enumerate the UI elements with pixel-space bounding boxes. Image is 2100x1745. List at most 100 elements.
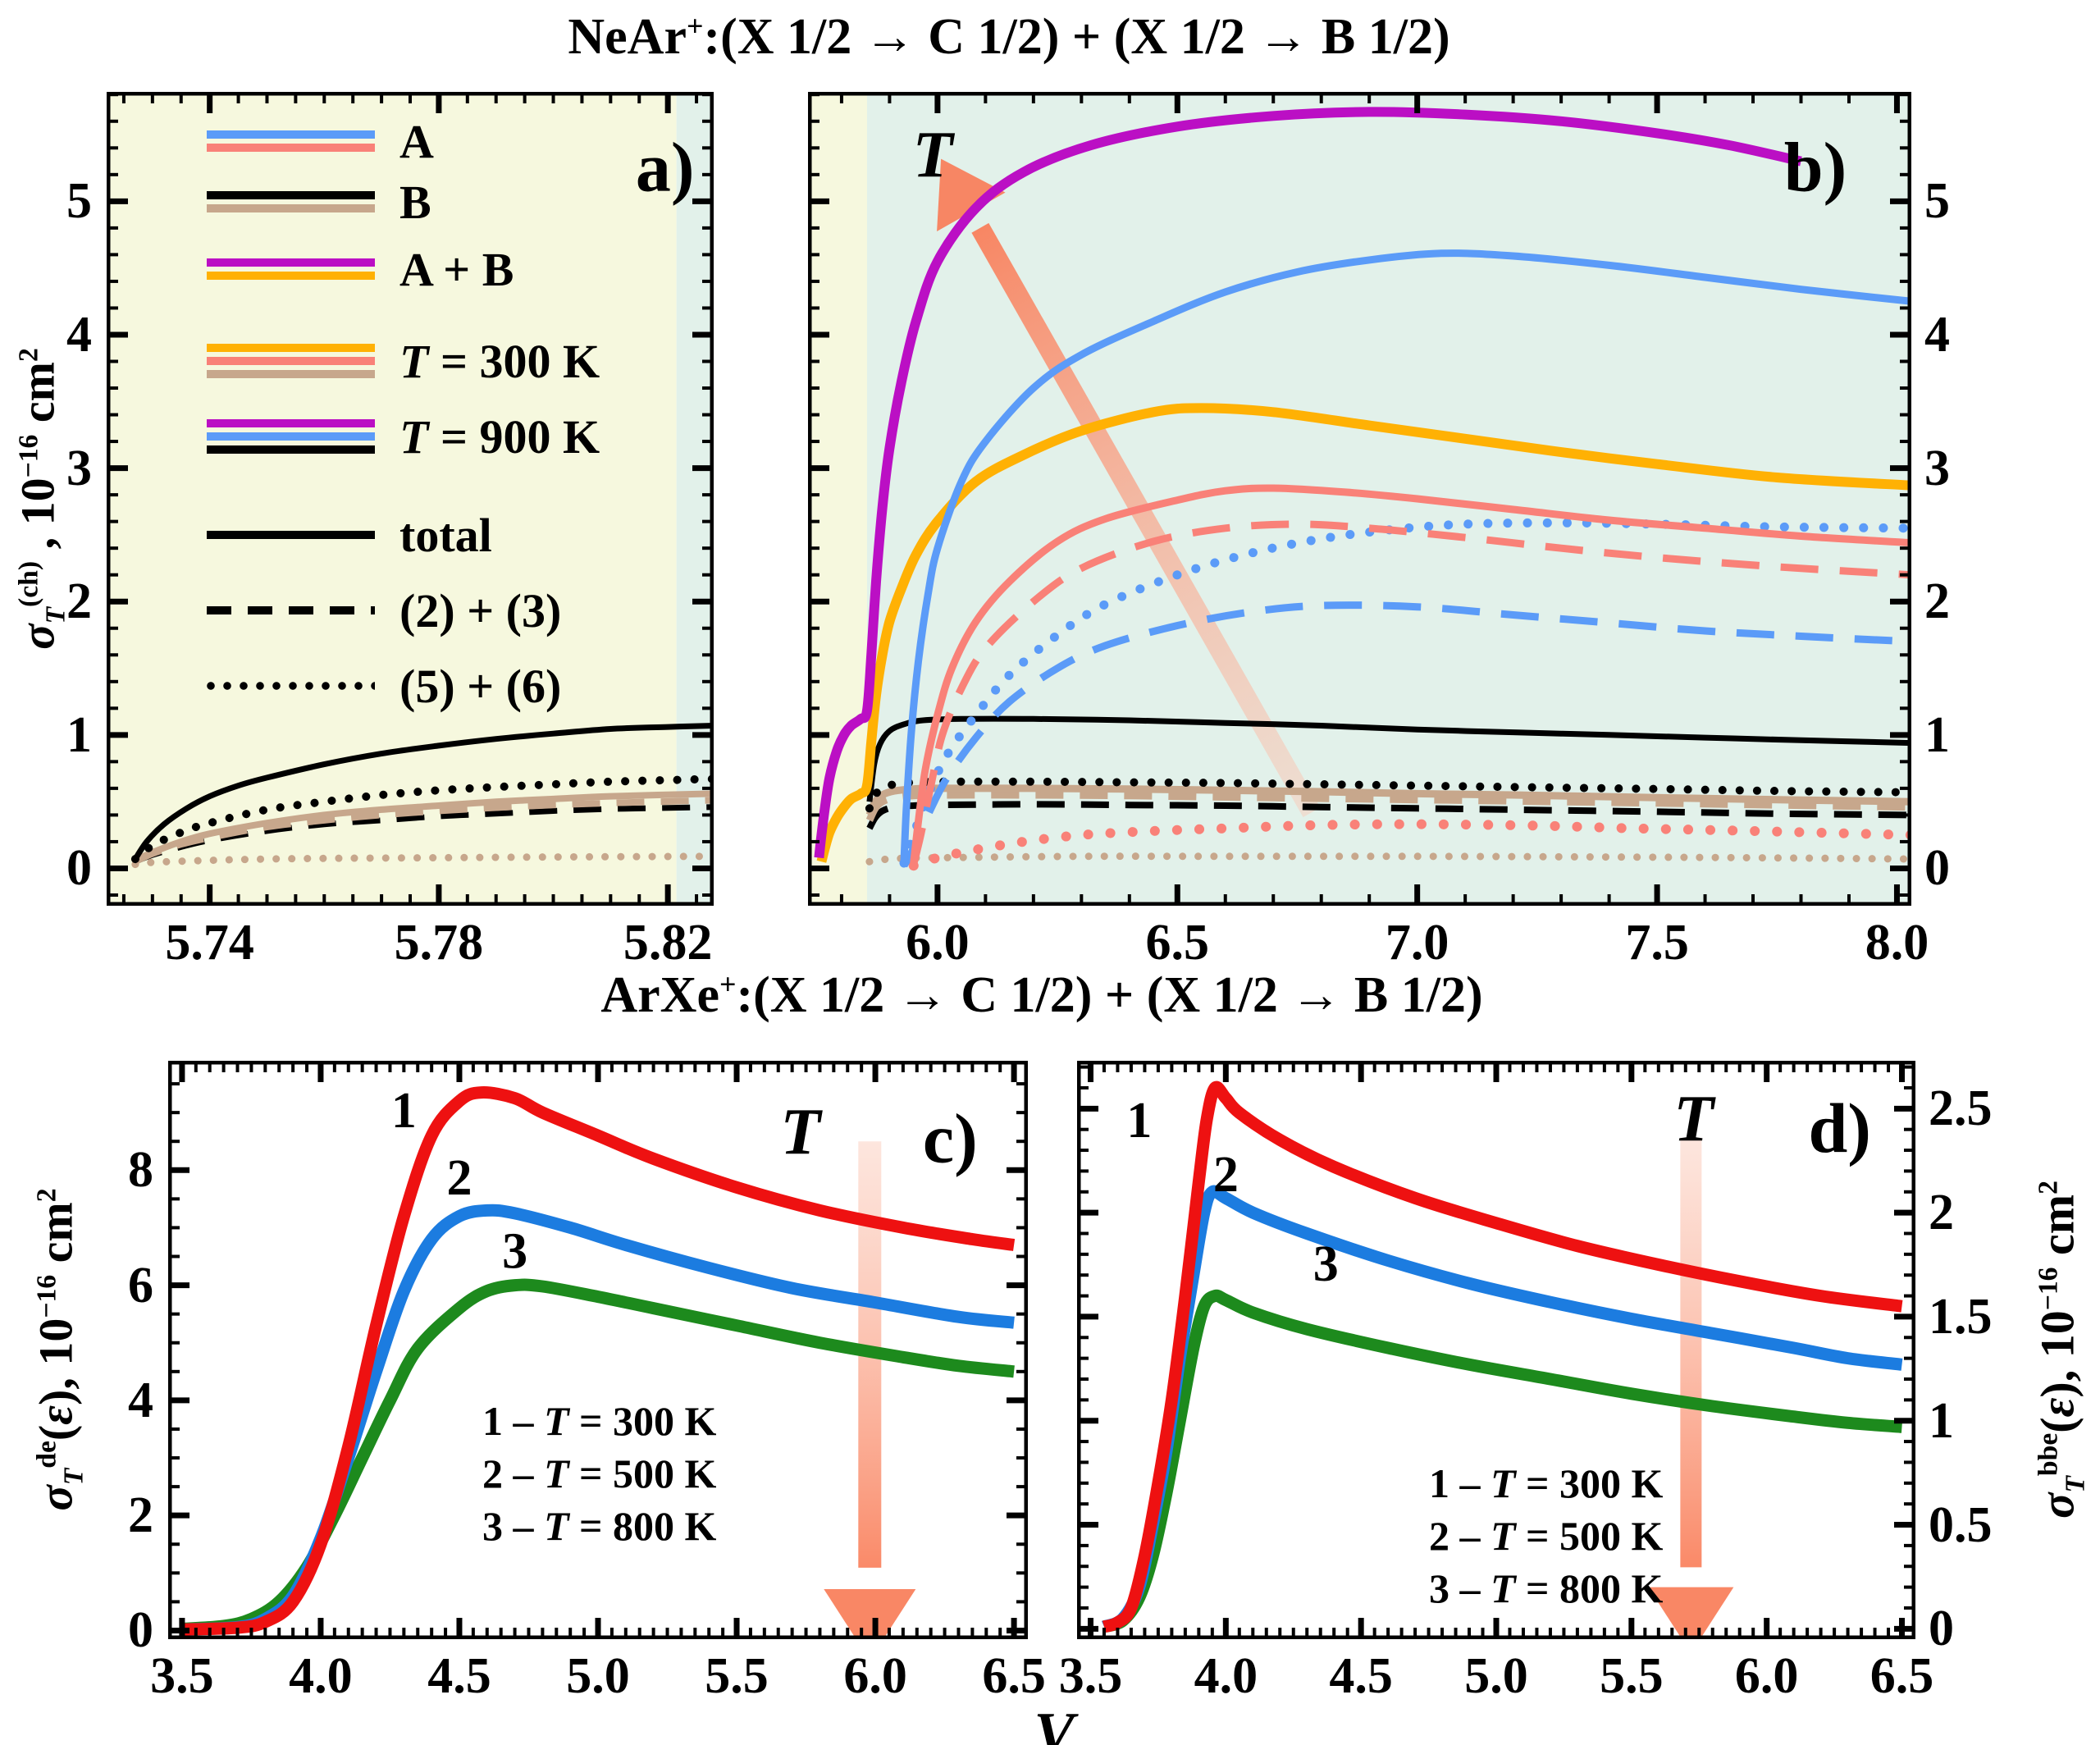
annotation-T: T [913, 119, 956, 191]
legend-line-sample [207, 531, 375, 539]
legend-entry: 1 – T = 300 K [1429, 1460, 1664, 1506]
series-T300K [1102, 1080, 1903, 1633]
x-tick-label-a: 5.82 [623, 915, 713, 971]
annotation-d: d) [1808, 1089, 1870, 1167]
legend-label: A [399, 114, 434, 168]
panel-c-chart: 123 T c) [168, 1061, 1028, 1639]
legend-label: T = 900 K [399, 409, 600, 464]
y-tick-label-d: 1 [1929, 1392, 1954, 1449]
series-B-300K-(5)+(6) [865, 852, 1911, 866]
series-B-900K-total [866, 715, 1911, 802]
legend-swatch [207, 528, 375, 541]
legend-swatch [207, 679, 375, 692]
x-tick-label-d: 6.0 [1734, 1648, 1799, 1704]
series-B-300K-total [134, 790, 714, 864]
x-tick-label-d: 4.5 [1329, 1648, 1393, 1704]
y-tick-label-c: 6 [128, 1257, 153, 1313]
annotation-c: c) [923, 1099, 978, 1178]
y-tick-label-c: 8 [128, 1142, 153, 1199]
panel-d-legend: 1 – T = 300 K 2 – T = 500 K 3 – T = 800 K [1429, 1457, 1663, 1615]
legend-item: (2) + (3) [207, 576, 561, 645]
panel-c-legend: 1 – T = 300 K 2 – T = 500 K 3 – T = 800 K [482, 1395, 716, 1552]
series-A-900K-(2)+(3) [910, 520, 1911, 866]
legend-line-sample [207, 445, 375, 454]
series-A-300K-(5)+(6) [908, 819, 1911, 871]
legend-line-sample [207, 204, 375, 212]
x-tick-label-b: 7.5 [1625, 915, 1689, 971]
legend-line-sample [207, 344, 375, 352]
panel-a-background-1 [676, 92, 714, 906]
series-B-900K-(2)+(3) [866, 801, 1911, 830]
annotation-2: 2 [1213, 1147, 1239, 1203]
legend-line-sample [207, 272, 375, 280]
y-tick-label-b: 3 [1924, 440, 1950, 496]
x-tick-label-c: 5.0 [566, 1648, 630, 1704]
legend-entry: 2 – T = 500 K [482, 1450, 717, 1496]
x-tick-label-c: 4.5 [427, 1648, 491, 1704]
x-tick-label-b: 7.0 [1385, 915, 1449, 971]
y-tick-label-d: 1.5 [1929, 1288, 1993, 1345]
legend-line-sample [207, 370, 375, 378]
annotation-2: 2 [446, 1150, 472, 1206]
y-tick-label-b: 5 [1924, 173, 1950, 230]
x-tick-label-d: 4.0 [1194, 1648, 1258, 1704]
series-B-900K-total [132, 723, 714, 861]
legend-line-sample [207, 258, 375, 267]
legend-line-sample [207, 432, 375, 441]
legend-label: A + B [399, 242, 514, 296]
legend-item: (5) + (6) [207, 651, 561, 720]
series-A-300K-total [910, 484, 1911, 864]
figure-title-arxe: ArXe+:(X 1/2 → C 1/2) + (X 1/2 → B 1/2) [600, 967, 1483, 1023]
x-tick-label-d: 3.5 [1058, 1648, 1123, 1704]
y-axis-label-panel-c: σTde(ε), 10−16 cm2 [29, 1188, 89, 1511]
legend-swatch [207, 341, 375, 381]
y-tick-label-d: 2.5 [1929, 1080, 1993, 1137]
x-axis-label-velocity: V [1034, 1701, 1075, 1745]
y-tick-label-a: 2 [66, 573, 92, 630]
temperature-trend-arrow [971, 222, 1321, 818]
y-tick-label-a: 1 [66, 706, 92, 763]
annotation-1: 1 [391, 1083, 417, 1139]
annotation-a: a) [636, 128, 695, 207]
y-tick-label-a: 5 [66, 173, 92, 230]
x-tick-label-d: 6.5 [1869, 1648, 1934, 1704]
y-tick-label-b: 2 [1924, 573, 1950, 630]
x-tick-label-b: 6.5 [1145, 915, 1210, 971]
legend-entry: 3 – T = 800 K [1429, 1565, 1664, 1611]
legend-swatch [207, 256, 375, 282]
x-tick-label-d: 5.0 [1464, 1648, 1528, 1704]
x-tick-label-a: 5.74 [165, 915, 254, 971]
x-tick-label-b: 8.0 [1865, 915, 1929, 971]
panel-a-background-0 [107, 92, 677, 906]
annotation-b: b) [1784, 128, 1847, 207]
y-tick-label-a: 4 [66, 306, 92, 363]
series-A-300K-(2)+(3) [901, 601, 1911, 868]
x-tick-label-d: 5.5 [1600, 1648, 1664, 1704]
series-A-900K-total [900, 249, 1911, 862]
legend-entry: 1 – T = 300 K [482, 1398, 717, 1444]
temperature-trend-arrowhead [824, 1588, 916, 1639]
panel-b-chart: b) T [808, 92, 1911, 906]
series-A+B-900K-total [814, 107, 1802, 859]
series-T300K [181, 1086, 1016, 1636]
legend-label: T = 300 K [399, 334, 600, 388]
legend-line-sample [207, 682, 375, 690]
series-B-900K-(5)+(6) [130, 774, 714, 864]
legend-line-sample [207, 357, 375, 365]
panel-a-chart: a) [107, 92, 714, 906]
x-tick-label-c: 3.5 [150, 1648, 214, 1704]
temperature-trend-arrowhead [1648, 1587, 1734, 1639]
x-tick-label-c: 6.0 [843, 1648, 907, 1704]
annotation-1: 1 [1126, 1093, 1152, 1149]
annotation-3: 3 [1313, 1236, 1339, 1292]
legend-entry: 3 – T = 800 K [482, 1503, 717, 1549]
legend-item: A [207, 107, 434, 176]
y-tick-label-b: 4 [1924, 306, 1950, 363]
figure-title-near: NeAr+:(X 1/2 → C 1/2) + (X 1/2 → B 1/2) [568, 9, 1450, 65]
series-A-900K-(5)+(6) [899, 518, 1911, 868]
legend-line-sample [207, 144, 375, 152]
annotation-T: T [780, 1096, 823, 1168]
legend-item: T = 300 K [207, 327, 600, 395]
series-B-900K-(5)+(6) [865, 777, 1911, 813]
